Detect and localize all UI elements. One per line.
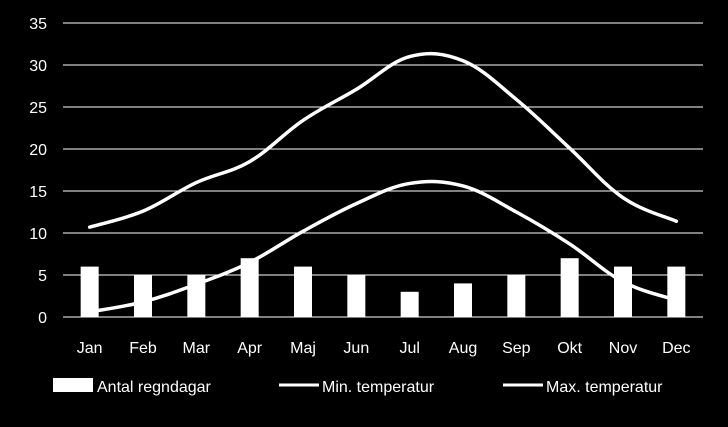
bar-series bbox=[80, 258, 686, 317]
y-tick-label: 30 bbox=[29, 58, 47, 75]
y-tick-label: 35 bbox=[29, 16, 47, 33]
x-axis-tick-labels: Jan Feb Mar Apr Maj Jun Jul Aug Sep Okt Nov Dec bbox=[77, 340, 691, 357]
x-tick-label: Apr bbox=[237, 340, 263, 357]
x-tick-label: Aug bbox=[449, 340, 477, 357]
bar bbox=[80, 266, 99, 317]
x-tick-label: Jul bbox=[399, 340, 419, 357]
bar bbox=[614, 266, 632, 317]
y-tick-label: 15 bbox=[29, 184, 47, 201]
max-temperature-line bbox=[87, 51, 679, 229]
y-axis-tick-labels: 0 5 10 15 20 25 30 35 bbox=[29, 16, 47, 327]
legend-label-rain-days: Antal regndagar bbox=[97, 379, 212, 396]
x-tick-label: Feb bbox=[129, 340, 157, 357]
y-tick-label: 20 bbox=[29, 142, 47, 159]
bar bbox=[454, 283, 472, 317]
bar bbox=[560, 258, 579, 317]
y-tick-label: 0 bbox=[38, 310, 47, 327]
legend-swatch-rain-days bbox=[53, 378, 93, 392]
y-tick-label: 10 bbox=[29, 226, 47, 243]
line-series bbox=[87, 51, 679, 314]
legend: Antal regndagar Min. temperatur Max. tem… bbox=[53, 378, 663, 396]
bar bbox=[294, 266, 312, 317]
bar bbox=[240, 258, 259, 317]
x-tick-label: Jan bbox=[77, 340, 103, 357]
bar bbox=[134, 275, 152, 317]
x-tick-label: Sep bbox=[502, 340, 531, 357]
y-tick-label: 5 bbox=[38, 268, 47, 285]
legend-label-max-temp: Max. temperatur bbox=[546, 379, 663, 396]
bar bbox=[667, 266, 686, 317]
bar bbox=[347, 275, 366, 317]
legend-label-min-temp: Min. temperatur bbox=[322, 379, 435, 396]
x-tick-label: Okt bbox=[557, 340, 582, 357]
gridlines bbox=[63, 22, 703, 318]
x-tick-label: Nov bbox=[609, 340, 637, 357]
x-tick-label: Dec bbox=[662, 340, 690, 357]
x-tick-label: Jun bbox=[343, 340, 369, 357]
bar bbox=[507, 275, 526, 317]
min-temperature-line bbox=[87, 179, 679, 314]
y-tick-label: 25 bbox=[29, 100, 47, 117]
x-tick-label: Maj bbox=[290, 340, 316, 357]
x-tick-label: Mar bbox=[183, 340, 211, 357]
bar bbox=[400, 291, 419, 317]
